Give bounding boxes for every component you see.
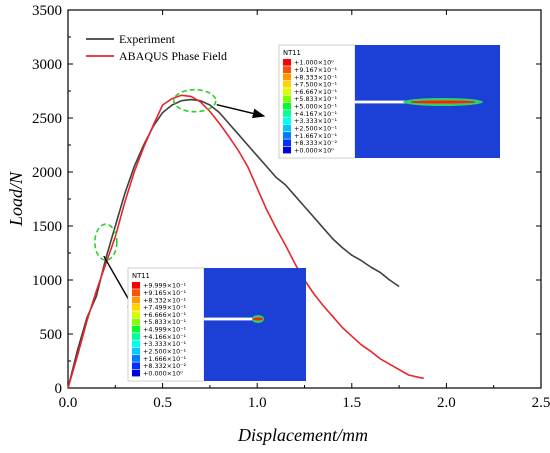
colorbar-swatch xyxy=(283,73,291,81)
colorbar-level-label: +2.500×10⁻¹ xyxy=(143,347,187,355)
colorbar-swatch xyxy=(132,289,140,297)
colorbar-level-label: +3.333×10⁻¹ xyxy=(294,117,338,125)
colorbar-panel xyxy=(127,267,205,382)
y-tick-label: 1500 xyxy=(32,219,62,235)
colorbar-panel xyxy=(278,44,356,159)
colorbar-level-label: +9.165×10⁻¹ xyxy=(143,289,187,297)
colorbar-level-label: +1.666×10⁻¹ xyxy=(143,355,187,363)
colorbar-swatch xyxy=(132,318,140,326)
colorbar-swatch xyxy=(132,362,140,370)
colorbar-level-label: +8.332×10⁻¹ xyxy=(143,296,187,304)
peak-arrow xyxy=(216,104,266,119)
x-tick-label: 1.5 xyxy=(342,395,361,411)
colorbar-swatch xyxy=(283,80,291,88)
colorbar-level-label: +6.667×10⁻¹ xyxy=(294,88,338,96)
colorbar-swatch xyxy=(283,146,291,154)
colorbar-swatch xyxy=(132,340,140,348)
y-tick-label: 2500 xyxy=(32,111,62,127)
x-tick-label: 0.5 xyxy=(153,395,172,411)
colorbar-title: NT11 xyxy=(132,272,150,280)
x-tick-label: 1.0 xyxy=(248,395,267,411)
pre-crack xyxy=(204,317,256,321)
colorbar-swatch xyxy=(283,139,291,147)
pre-crack xyxy=(355,100,407,104)
series-lines xyxy=(67,94,424,389)
colorbar-level-label: +0.000×10⁰ xyxy=(294,146,334,154)
colorbar-swatch xyxy=(132,296,140,304)
colorbar-level-label: +9.167×10⁻¹ xyxy=(294,66,338,74)
y-tick-label: 3500 xyxy=(32,3,62,19)
x-tick-label: 0.0 xyxy=(59,395,78,411)
colorbar-level-label: +8.333×10⁻¹ xyxy=(294,73,338,81)
colorbar-level-label: +0.000×10⁰ xyxy=(143,369,183,377)
colorbar-swatch xyxy=(283,66,291,74)
colorbar-swatch xyxy=(283,88,291,95)
y-tick-label: 1000 xyxy=(32,273,62,289)
colorbar-swatch xyxy=(132,347,140,355)
series-line-experiment xyxy=(67,98,400,389)
peak-contour-inset: NT11 +1.000×10⁰+9.167×10⁻¹+8.333×10⁻¹+7.5… xyxy=(278,44,500,159)
colorbar-swatch xyxy=(132,369,140,377)
x-tick-label: 2.5 xyxy=(532,395,550,411)
colorbar-level-label: +6.666×10⁻¹ xyxy=(143,311,187,319)
x-axis-title: Displacement/mm xyxy=(237,425,368,445)
onset-contour-inset: NT11 +9.999×10⁻¹+9.165×10⁻¹+8.332×10⁻¹+7.… xyxy=(127,267,306,382)
colorbar-level-label: +9.999×10⁻¹ xyxy=(143,282,187,290)
colorbar-level-label: +8.332×10⁻² xyxy=(143,362,187,370)
contour-insets: NT11 +1.000×10⁰+9.167×10⁻¹+8.333×10⁻¹+7.5… xyxy=(127,44,500,382)
colorbar-level-label: +2.500×10⁻¹ xyxy=(294,124,338,132)
colorbar-swatch xyxy=(283,132,291,139)
colorbar-swatch xyxy=(132,333,140,340)
colorbar-swatch xyxy=(283,124,291,132)
y-axis-title: Load/N xyxy=(6,171,26,227)
colorbar-swatch xyxy=(132,325,140,333)
onset-highlight-ellipse xyxy=(94,223,118,261)
series-line-abaqus-phase-field xyxy=(67,94,424,389)
colorbar-swatch xyxy=(283,110,291,117)
colorbar-level-label: +1.000×10⁰ xyxy=(294,59,334,67)
colorbar-swatch xyxy=(283,102,291,110)
legend-label-abaqus-phase-field: ABAQUS Phase Field xyxy=(119,49,227,63)
colorbar-swatch xyxy=(132,303,140,311)
colorbar-swatch xyxy=(132,311,140,318)
colorbar-swatch xyxy=(132,355,140,362)
colorbar-swatch xyxy=(132,282,140,289)
colorbar-level-label: +3.333×10⁻¹ xyxy=(143,340,187,348)
colorbar-level-label: +4.167×10⁻¹ xyxy=(294,110,338,118)
colorbar-level-label: +7.500×10⁻¹ xyxy=(294,81,338,89)
colorbar-level-label: +1.667×10⁻¹ xyxy=(294,132,338,140)
y-tick-label: 3000 xyxy=(32,57,62,73)
y-tick-label: 500 xyxy=(40,327,63,343)
colorbar-level-label: +7.499×10⁻¹ xyxy=(143,304,187,312)
colorbar-swatch xyxy=(283,59,291,66)
colorbar-level-label: +5.833×10⁻¹ xyxy=(294,95,338,103)
colorbar-level-label: +5.000×10⁻¹ xyxy=(294,103,338,111)
contour-map xyxy=(204,268,306,381)
colorbar-level-label: +5.833×10⁻¹ xyxy=(143,318,187,326)
colorbar-level-label: +8.333×10⁻² xyxy=(294,139,338,147)
axes: 0.0 0.5 1.0 1.5 2.0 2.5 0 500 1000 1500 2000 2500 30… xyxy=(32,3,550,411)
x-tick-label: 2.0 xyxy=(437,395,456,411)
colorbar-level-label: +4.999×10⁻¹ xyxy=(143,326,187,334)
colorbar-swatch xyxy=(283,95,291,103)
legend-label-experiment: Experiment xyxy=(119,32,176,46)
colorbar-swatch xyxy=(283,117,291,125)
colorbar-level-label: +4.166×10⁻¹ xyxy=(143,333,187,341)
y-tick-label: 0 xyxy=(55,381,63,397)
legend: Experiment ABAQUS Phase Field xyxy=(86,32,227,63)
colorbar-title: NT11 xyxy=(283,49,301,57)
peak-highlight-ellipse xyxy=(172,88,217,113)
y-tick-label: 2000 xyxy=(32,165,62,181)
